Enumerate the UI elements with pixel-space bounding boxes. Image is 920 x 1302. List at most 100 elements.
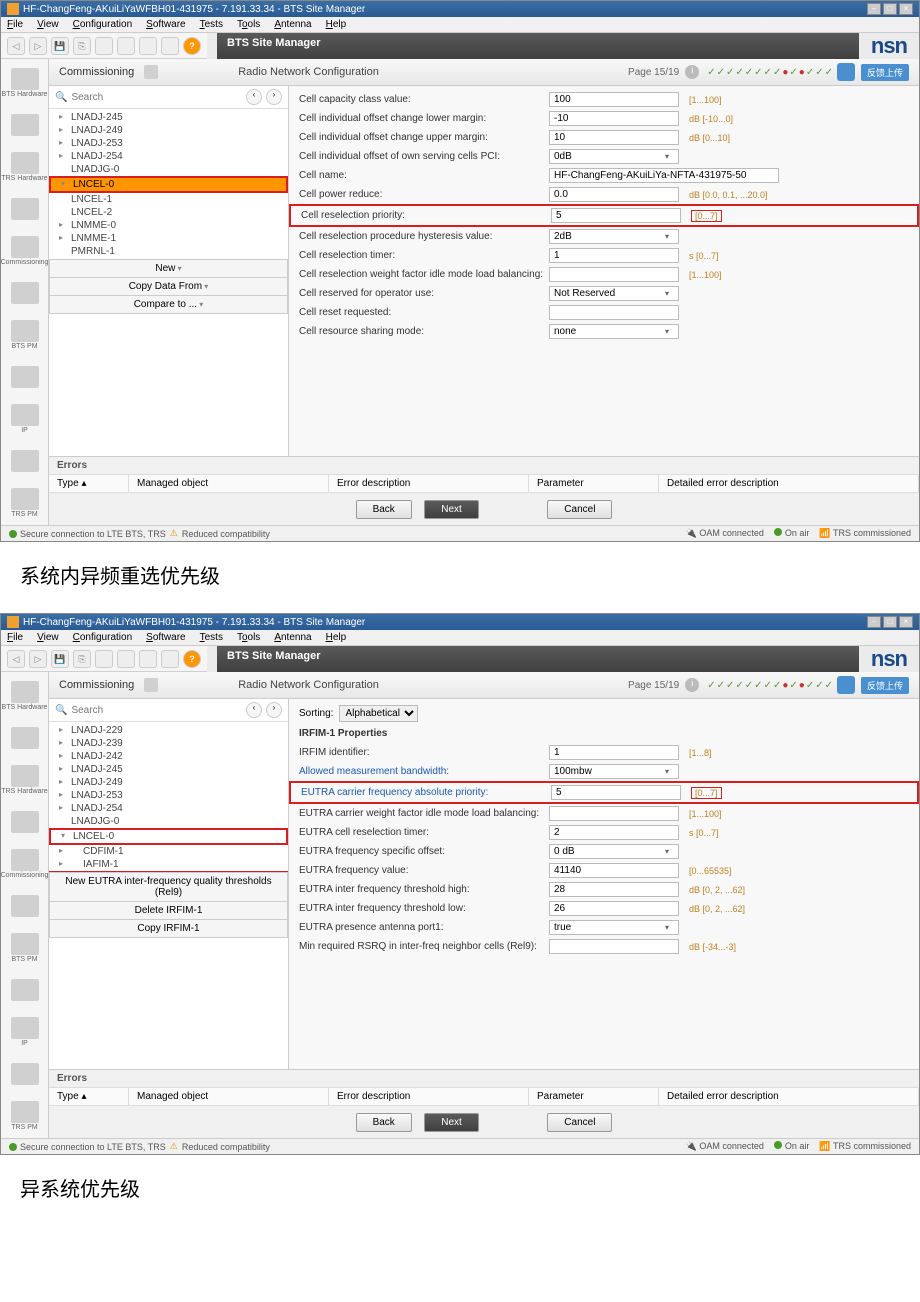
iconbar-i4[interactable]: [1, 189, 48, 229]
tree-item[interactable]: LNMME-1: [49, 232, 288, 245]
minimize-button[interactable]: –: [867, 616, 881, 628]
tree-item[interactable]: SCTP-1: [49, 258, 288, 259]
tree-item[interactable]: LNADJ-245: [49, 111, 288, 124]
tree-item[interactable]: LNADJ-253: [49, 137, 288, 150]
iconbar-trs-hw[interactable]: TRS Hardware: [1, 760, 48, 800]
help-icon[interactable]: ?: [183, 37, 201, 55]
param-input[interactable]: [549, 305, 679, 320]
tool-icon[interactable]: [837, 63, 855, 81]
tb-b1[interactable]: [95, 37, 113, 55]
tb-b4[interactable]: [161, 37, 179, 55]
param-input[interactable]: [549, 920, 679, 935]
menu-antenna[interactable]: Antenna: [274, 19, 311, 30]
col-param[interactable]: Parameter: [529, 475, 659, 492]
tree-item[interactable]: LNMME-0: [49, 219, 288, 232]
menu-tests[interactable]: Tests: [200, 19, 223, 30]
search-input[interactable]: [71, 92, 242, 103]
tb-b3[interactable]: [139, 650, 157, 668]
param-input[interactable]: [549, 844, 679, 859]
param-input[interactable]: [549, 229, 679, 244]
col-det[interactable]: Detailed error description: [659, 475, 919, 492]
dropdown-icon[interactable]: ▾: [665, 767, 669, 776]
param-input[interactable]: [549, 111, 679, 126]
iconbar-i10[interactable]: [1, 441, 48, 481]
col-mo[interactable]: Managed object: [129, 475, 329, 492]
search-input[interactable]: [71, 705, 242, 716]
tree-item[interactable]: LNADJG-0: [49, 815, 288, 828]
dropdown-icon[interactable]: ▾: [665, 232, 669, 241]
iconbar-trs-pm[interactable]: TRS PM: [1, 483, 48, 523]
iconbar-i2[interactable]: [1, 718, 48, 758]
object-tree[interactable]: LNADJ-229LNADJ-239LNADJ-242LNADJ-245LNAD…: [49, 722, 288, 872]
maximize-button[interactable]: □: [883, 3, 897, 15]
param-input[interactable]: [549, 882, 679, 897]
tb-back[interactable]: ◁: [7, 650, 25, 668]
tb-back[interactable]: ◁: [7, 37, 25, 55]
iconbar-i8[interactable]: [1, 357, 48, 397]
menu-view[interactable]: View: [37, 632, 59, 643]
info-icon[interactable]: i: [685, 678, 699, 692]
object-tree[interactable]: LNADJ-245LNADJ-249LNADJ-253LNADJ-254LNAD…: [49, 109, 288, 259]
tree-item[interactable]: CDFIM-1: [49, 845, 288, 858]
col-param[interactable]: Parameter: [529, 1088, 659, 1105]
iconbar-bts-hw[interactable]: BTS Hardware: [1, 63, 48, 103]
search-prev[interactable]: ‹: [246, 702, 262, 718]
tree-item[interactable]: LNCEL-1: [49, 193, 288, 206]
search-next[interactable]: ›: [266, 702, 282, 718]
iconbar-bts-pm[interactable]: BTS PM: [1, 928, 48, 968]
param-input[interactable]: [549, 286, 679, 301]
param-input[interactable]: [549, 901, 679, 916]
close-button[interactable]: ×: [899, 3, 913, 15]
tool-icon[interactable]: [837, 676, 855, 694]
action-copy-from[interactable]: Copy Data From: [49, 278, 288, 296]
param-input[interactable]: [551, 785, 681, 800]
param-input[interactable]: [549, 863, 679, 878]
upload-button[interactable]: 反馈上传: [861, 64, 909, 81]
menu-tools[interactable]: Tools: [237, 19, 260, 30]
col-type[interactable]: Type ▴: [49, 475, 129, 492]
param-input[interactable]: [549, 92, 679, 107]
tree-item[interactable]: LNADJ-254: [49, 802, 288, 815]
menu-software[interactable]: Software: [146, 19, 185, 30]
iconbar-i6[interactable]: [1, 886, 48, 926]
col-mo[interactable]: Managed object: [129, 1088, 329, 1105]
param-input[interactable]: [549, 764, 679, 779]
dropdown-icon[interactable]: ▾: [665, 152, 669, 161]
col-type[interactable]: Type ▴: [49, 1088, 129, 1105]
iconbar-ip[interactable]: IP: [1, 1012, 48, 1052]
action-new-eutra[interactable]: New EUTRA inter-frequency quality thresh…: [49, 873, 288, 902]
menu-help[interactable]: Help: [326, 19, 347, 30]
iconbar-trs-hw[interactable]: TRS Hardware: [1, 147, 48, 187]
menu-file[interactable]: File: [7, 19, 23, 30]
maximize-button[interactable]: □: [883, 616, 897, 628]
param-input[interactable]: [549, 130, 679, 145]
menu-view[interactable]: View: [37, 19, 59, 30]
tree-item[interactable]: LNCEL-0: [49, 176, 288, 193]
param-input[interactable]: [549, 939, 679, 954]
search-prev[interactable]: ‹: [246, 89, 262, 105]
tree-item[interactable]: IRFIM-1: [49, 871, 288, 872]
tree-item[interactable]: LNADJ-242: [49, 750, 288, 763]
next-button[interactable]: Next: [424, 1113, 479, 1132]
iconbar-trs-pm[interactable]: TRS PM: [1, 1096, 48, 1136]
close-button[interactable]: ×: [899, 616, 913, 628]
param-input[interactable]: [549, 248, 679, 263]
minimize-button[interactable]: –: [867, 3, 881, 15]
tree-item[interactable]: PMRNL-1: [49, 245, 288, 258]
iconbar-i4[interactable]: [1, 802, 48, 842]
col-desc[interactable]: Error description: [329, 1088, 529, 1105]
action-delete[interactable]: Delete IRFIM-1: [49, 902, 288, 920]
tb-b2[interactable]: [117, 37, 135, 55]
menu-tests[interactable]: Tests: [200, 632, 223, 643]
dropdown-icon[interactable]: ▾: [665, 847, 669, 856]
menu-tools[interactable]: Tools: [237, 632, 260, 643]
help-icon[interactable]: ?: [183, 650, 201, 668]
tb-save[interactable]: 💾: [51, 37, 69, 55]
iconbar-i10[interactable]: [1, 1054, 48, 1094]
search-next[interactable]: ›: [266, 89, 282, 105]
menu-configuration[interactable]: Configuration: [73, 19, 133, 30]
tb-fwd[interactable]: ▷: [29, 650, 47, 668]
upload-button[interactable]: 反馈上传: [861, 677, 909, 694]
tree-item[interactable]: LNADJ-254: [49, 150, 288, 163]
param-input[interactable]: [549, 745, 679, 760]
